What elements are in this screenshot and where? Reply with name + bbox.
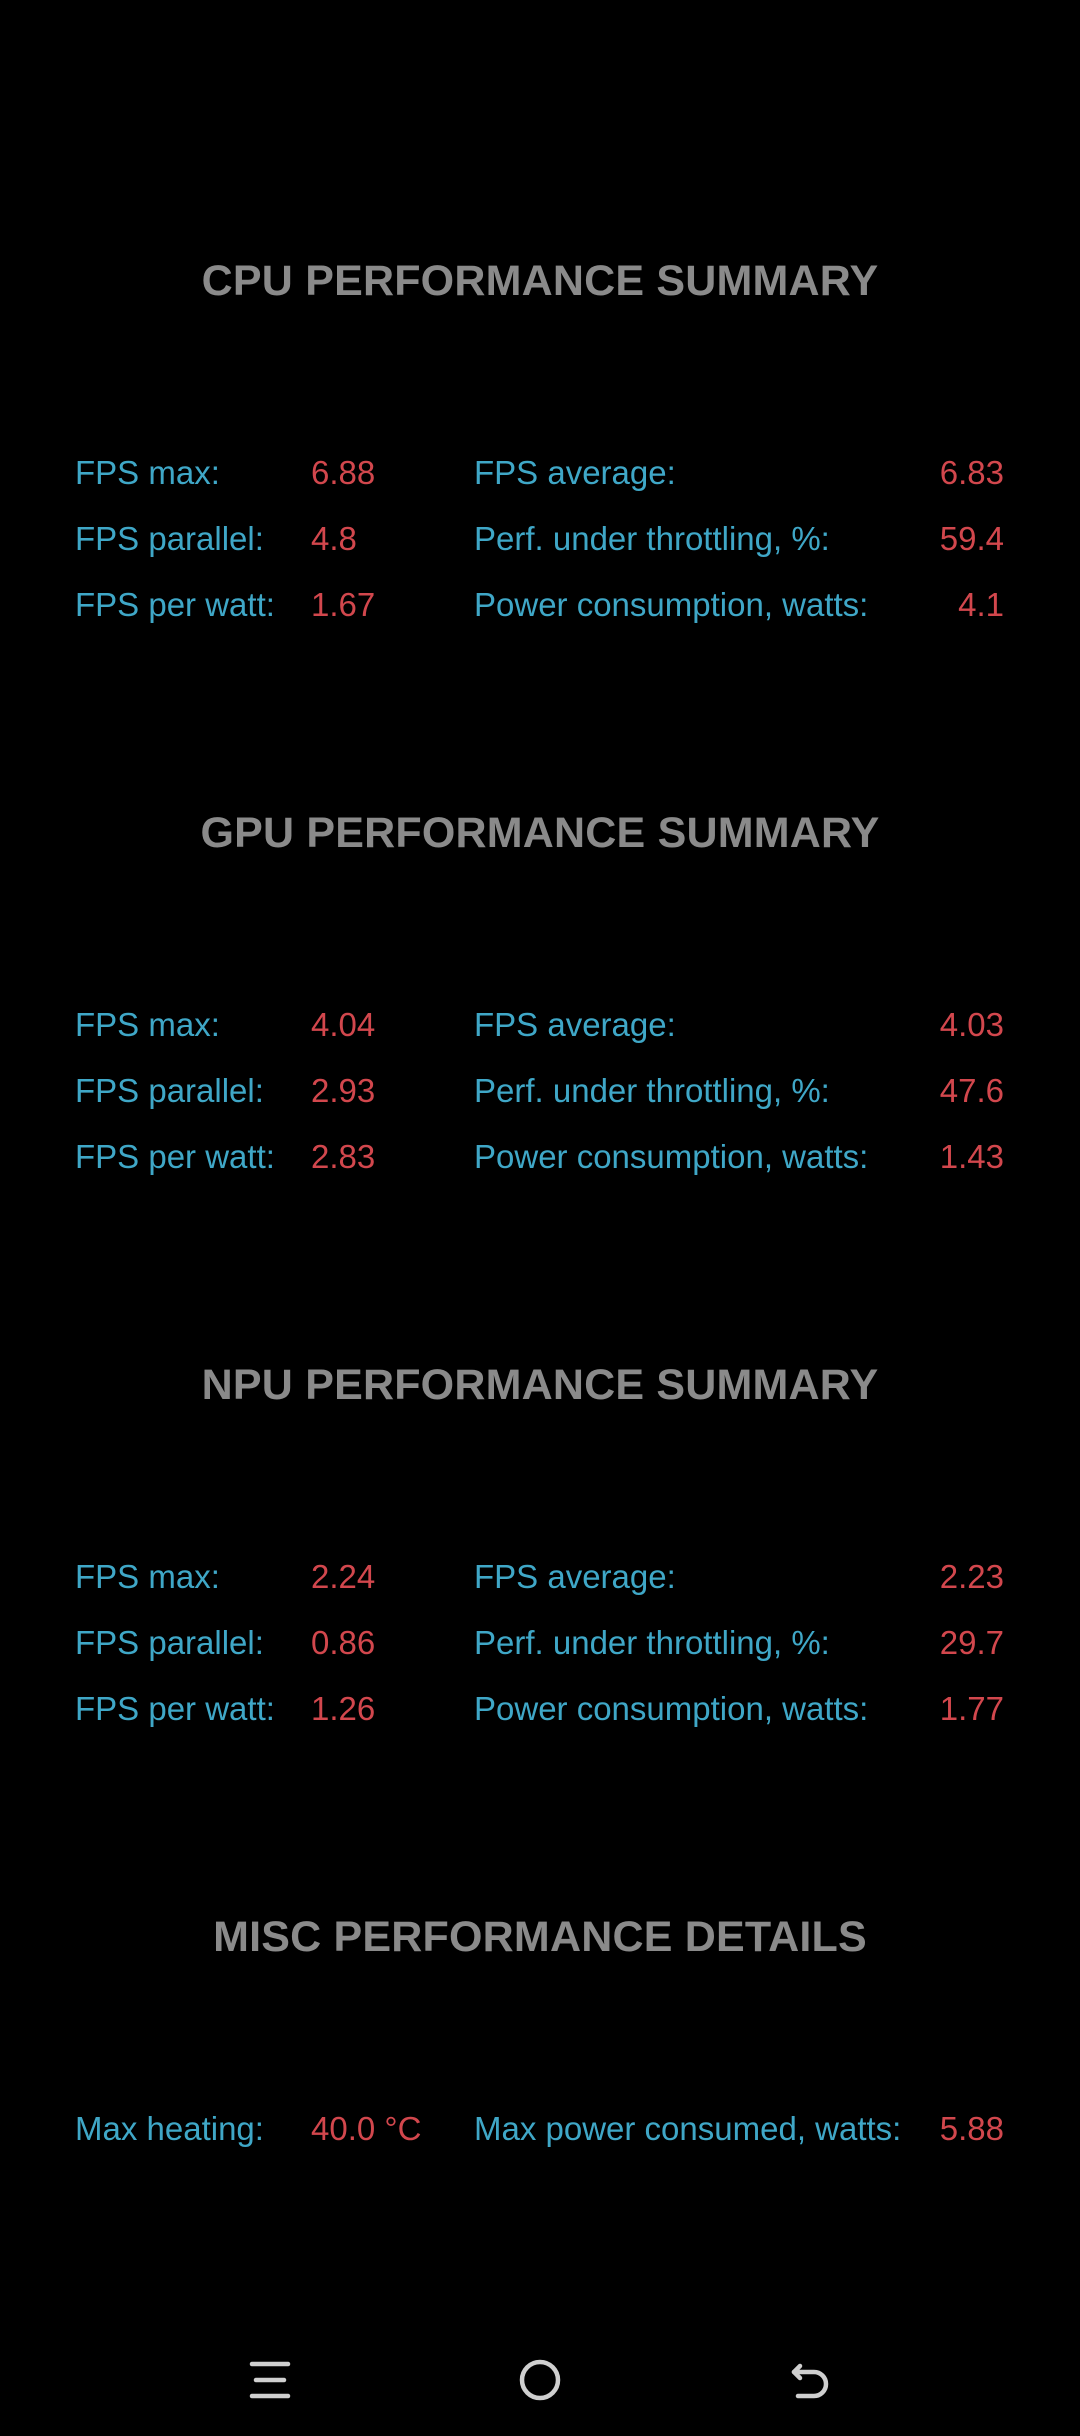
menu-icon	[249, 2361, 291, 2399]
gpu-row-3: FPS per watt: 2.83 Power consumption, wa…	[0, 1124, 1080, 1190]
system-navigation-bar	[0, 2320, 1080, 2436]
stat-value: 0.86	[311, 1624, 376, 1661]
stat-value: 1.77	[939, 1690, 1004, 1727]
stat-value: 4.8	[311, 520, 357, 557]
section-title-npu: NPU PERFORMANCE SUMMARY	[201, 1361, 879, 1409]
stat-label: FPS max:	[75, 454, 220, 491]
stat-value: 29.7	[939, 1624, 1004, 1661]
section-title-cpu: CPU PERFORMANCE SUMMARY	[201, 257, 879, 305]
stat-label: FPS per watt:	[75, 1690, 275, 1727]
cpu-row-1: FPS max: 6.88 FPS average: 6.83	[0, 440, 1080, 506]
stat-label: FPS parallel:	[75, 520, 264, 557]
gpu-row-1: FPS max: 4.04 FPS average: 4.03	[0, 992, 1080, 1058]
stat-value: 5.88	[939, 2110, 1004, 2147]
recent-apps-button[interactable]	[220, 2330, 320, 2430]
stat-value: 2.93	[311, 1072, 376, 1109]
stat-label: FPS max:	[75, 1006, 220, 1043]
stat-label: FPS per watt:	[75, 586, 275, 623]
npu-row-1: FPS max: 2.24 FPS average: 2.23	[0, 1544, 1080, 1610]
stat-label: FPS per watt:	[75, 1138, 275, 1175]
stat-value: 4.04	[311, 1006, 376, 1043]
stat-value: 59.4	[939, 520, 1004, 557]
stat-value: 4.1	[958, 586, 1004, 623]
stat-value: 2.23	[939, 1558, 1004, 1595]
stat-label: Max heating:	[75, 2110, 264, 2147]
stat-label: Power consumption, watts:	[474, 1690, 869, 1727]
stat-label: FPS parallel:	[75, 1072, 264, 1109]
stat-label: FPS average:	[474, 1558, 676, 1595]
stat-value: 1.43	[939, 1138, 1004, 1175]
section-title-misc: MISC PERFORMANCE DETAILS	[213, 1913, 867, 1961]
stat-value: 1.26	[311, 1690, 376, 1727]
home-icon	[519, 2359, 561, 2401]
stat-label: FPS max:	[75, 1558, 220, 1595]
stat-label: Power consumption, watts:	[474, 1138, 869, 1175]
stat-value: 40.0 °C	[311, 2110, 422, 2147]
gpu-row-2: FPS parallel: 2.93 Perf. under throttlin…	[0, 1058, 1080, 1124]
stat-label: FPS average:	[474, 454, 676, 491]
npu-row-2: FPS parallel: 0.86 Perf. under throttlin…	[0, 1610, 1080, 1676]
stat-value: 47.6	[939, 1072, 1004, 1109]
stat-value: 1.67	[311, 586, 376, 623]
back-button[interactable]	[760, 2330, 860, 2430]
back-icon	[791, 2363, 829, 2399]
npu-row-3: FPS per watt: 1.26 Power consumption, wa…	[0, 1676, 1080, 1742]
cpu-row-3: FPS per watt: 1.67 Power consumption, wa…	[0, 572, 1080, 638]
stat-label: FPS average:	[474, 1006, 676, 1043]
stat-value: 2.83	[311, 1138, 376, 1175]
stat-label: Max power consumed, watts:	[474, 2110, 902, 2147]
stat-label: FPS parallel:	[75, 1624, 264, 1661]
stat-label: Perf. under throttling, %:	[474, 520, 830, 557]
stat-value: 6.88	[311, 454, 376, 491]
stat-label: Perf. under throttling, %:	[474, 1624, 830, 1661]
section-title-gpu: GPU PERFORMANCE SUMMARY	[200, 809, 880, 857]
stat-value: 4.03	[939, 1006, 1004, 1043]
stat-value: 2.24	[311, 1558, 376, 1595]
cpu-row-2: FPS parallel: 4.8 Perf. under throttling…	[0, 506, 1080, 572]
stat-label: Perf. under throttling, %:	[474, 1072, 830, 1109]
stat-label: Power consumption, watts:	[474, 586, 869, 623]
stat-value: 6.83	[939, 454, 1004, 491]
misc-row-1: Max heating: 40.0 °C Max power consumed,…	[0, 2096, 1080, 2162]
home-button[interactable]	[490, 2330, 590, 2430]
